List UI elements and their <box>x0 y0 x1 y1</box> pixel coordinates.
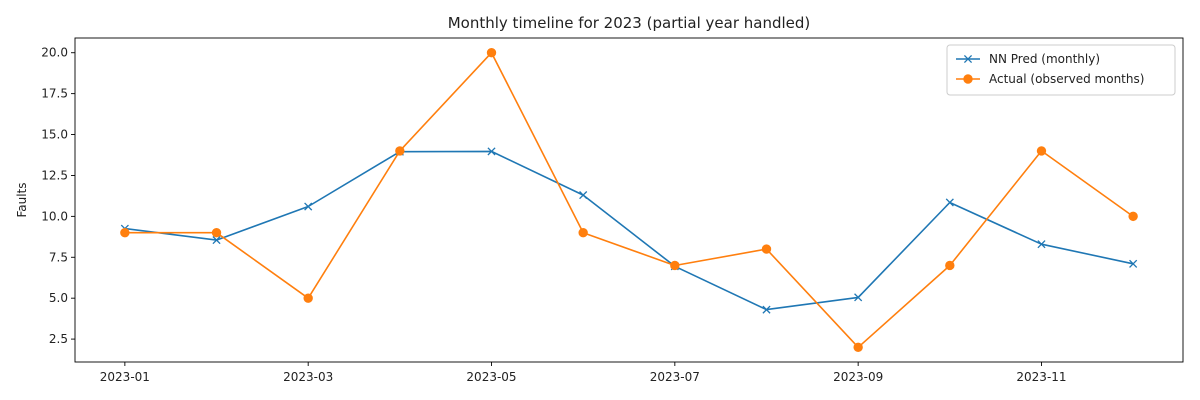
x-tick-label: 2023-01 <box>100 370 150 384</box>
x-tick-label: 2023-09 <box>833 370 883 384</box>
data-point <box>487 147 496 156</box>
plot-area: 2.5 5.0 7.5 10.0 12.5 15.0 17.5 20.0 2023-01 2023… <box>41 37 1184 384</box>
data-point <box>945 198 954 207</box>
legend-marker <box>963 54 973 64</box>
x-tick-label: 2023-11 <box>1016 370 1066 384</box>
data-point <box>854 293 863 302</box>
series-actual <box>120 48 1138 352</box>
y-tick-label: 17.5 <box>41 87 68 101</box>
legend-marker <box>963 74 973 84</box>
data-point <box>304 202 313 211</box>
legend-box <box>946 44 1176 96</box>
x-tick-label: 2023-05 <box>466 370 516 384</box>
data-point <box>211 228 222 238</box>
legend-label: Actual (observed months) <box>989 72 1144 86</box>
y-axis-title: Faults <box>15 182 29 217</box>
y-tick-label: 7.5 <box>49 250 68 264</box>
data-point <box>486 48 497 58</box>
y-tick-label: 10.0 <box>41 209 68 223</box>
chart-title: Monthly timeline for 2023 (partial year … <box>448 14 811 32</box>
data-point <box>395 146 405 156</box>
y-tick-label: 5.0 <box>49 291 68 305</box>
data-point <box>1037 240 1046 249</box>
data-point <box>761 244 772 254</box>
data-point <box>1129 259 1138 268</box>
plot-frame <box>74 37 1184 363</box>
data-point <box>120 228 130 238</box>
series-line <box>124 51 1134 349</box>
legend-entry: NN Pred (monthly) <box>956 52 1100 66</box>
data-point <box>303 293 313 303</box>
legend-label: NN Pred (monthly) <box>989 52 1100 66</box>
legend: NN Pred (monthly) Actual (observed months… <box>946 44 1176 96</box>
data-point <box>853 342 863 352</box>
series-nn-pred <box>120 147 1138 314</box>
data-point <box>762 305 771 314</box>
series-line <box>124 150 1134 311</box>
y-tick-label: 2.5 <box>49 332 68 346</box>
y-tick-label: 12.5 <box>41 168 68 182</box>
data-point <box>579 191 588 200</box>
data-point <box>670 260 680 271</box>
data-point <box>1036 146 1047 156</box>
x-tick-label: 2023-07 <box>650 370 700 384</box>
legend-entry: Actual (observed months) <box>956 72 1144 86</box>
y-tick-label: 15.0 <box>41 128 68 142</box>
data-point <box>578 228 588 238</box>
y-tick-label: 20.0 <box>41 46 68 60</box>
data-point <box>212 236 221 245</box>
x-tick-label: 2023-03 <box>283 370 333 384</box>
data-point <box>945 260 955 271</box>
data-point <box>1128 211 1138 222</box>
